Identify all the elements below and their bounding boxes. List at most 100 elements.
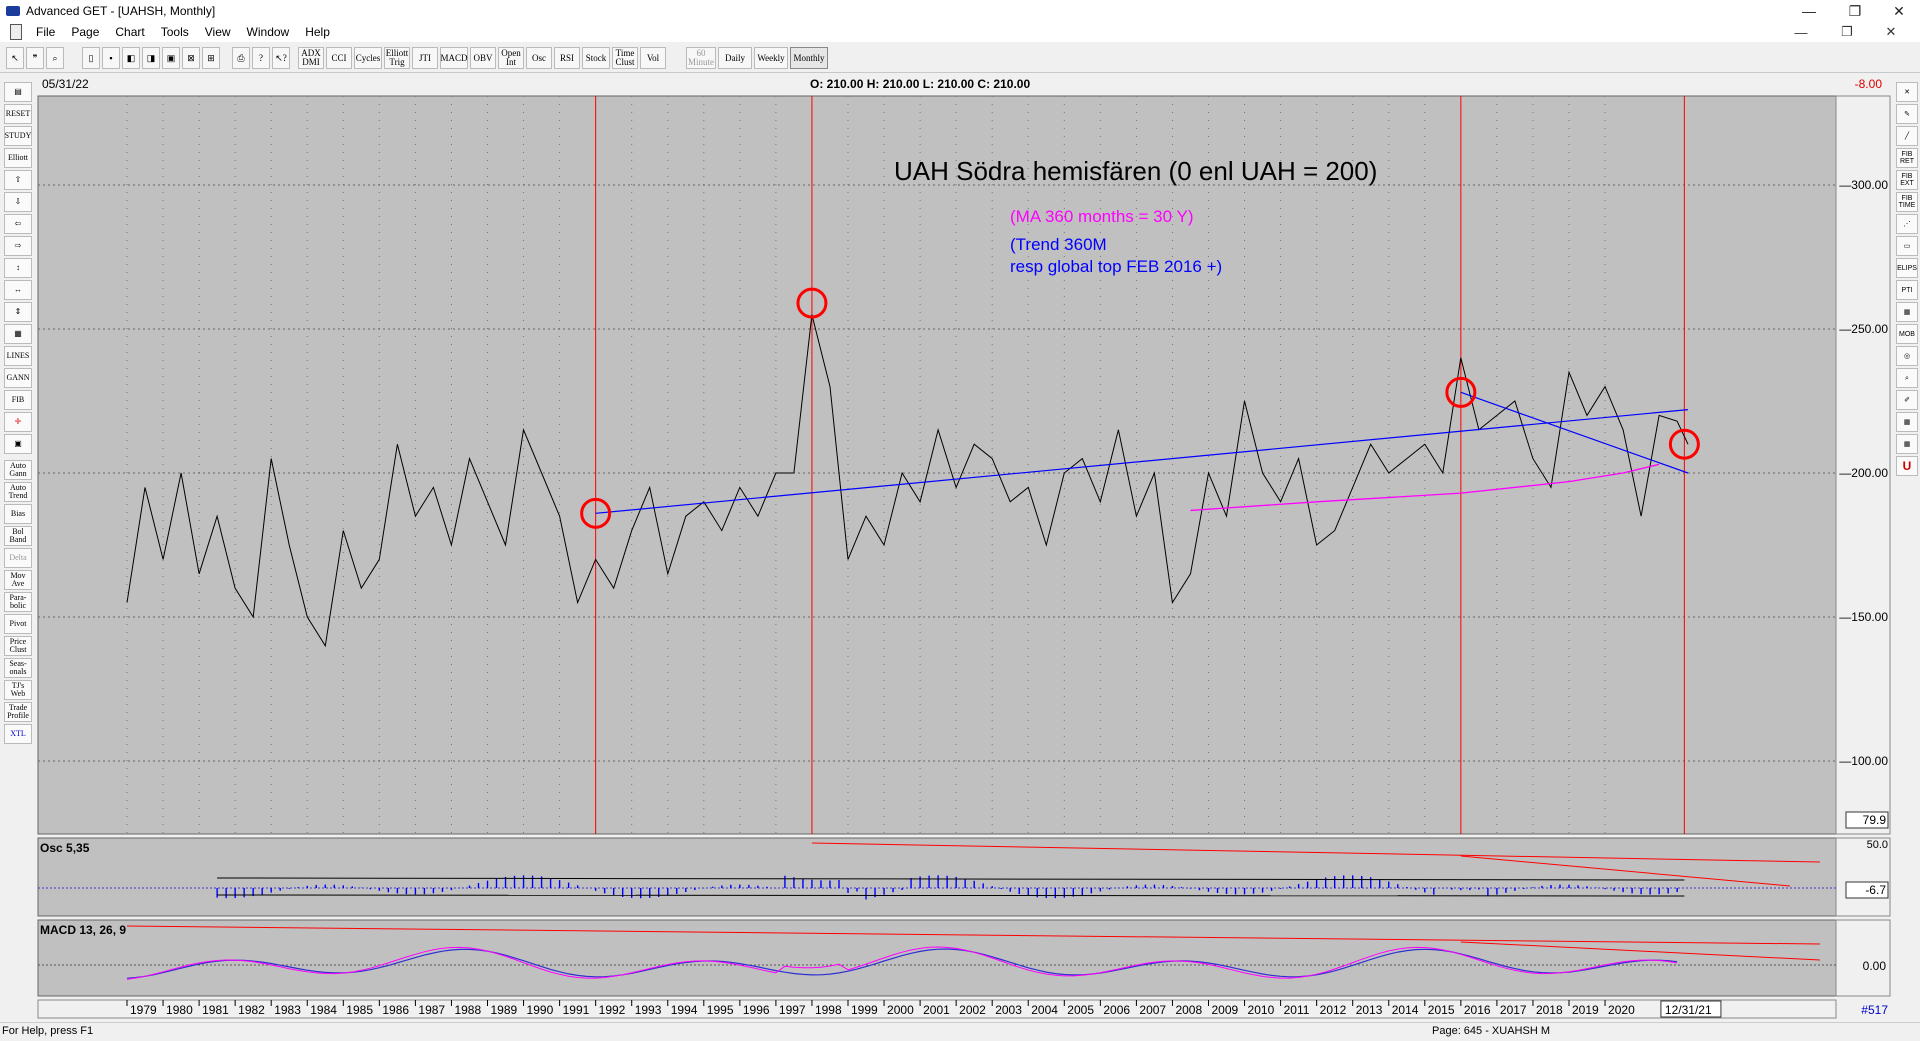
menu-tools[interactable]: Tools [160,25,189,39]
fan-icon[interactable]: ⋰ [1896,214,1918,234]
date-tick-label: 1995 [707,1003,734,1017]
quote-tool-icon[interactable]: ❞ [26,47,44,69]
tool-xtl[interactable]: XTL [4,724,32,744]
menu-page[interactable]: Page [71,25,100,39]
interval-60-minute[interactable]: 60 Minute [686,47,716,69]
tool-price-clust[interactable]: Price Clust [4,636,32,656]
arrow-right-icon[interactable]: ⇨ [4,236,32,256]
crosshair-icon[interactable]: ✛ [4,412,32,432]
tool-bias[interactable]: Bias [4,504,32,524]
indicator-stock[interactable]: Stock [582,47,610,69]
grid-small-icon[interactable]: ▦ [1896,412,1918,432]
pencil-icon[interactable]: ✎ [1896,104,1918,124]
tool-pivot[interactable]: Pivot [4,614,32,634]
close-tool-icon[interactable]: ✕ [1896,82,1918,102]
indicator-rsi[interactable]: RSI [554,47,580,69]
indicator-cycles[interactable]: Cycles [354,47,382,69]
indicator-cci[interactable]: CCI [326,47,352,69]
pti-button[interactable]: PTI [1896,280,1918,300]
fib-time-button[interactable]: FIB TIME [1896,192,1918,212]
indicator-adx-dmi[interactable]: ADX DMI [298,47,324,69]
tool-tjs-web[interactable]: TJ's Web [4,680,32,700]
mob-button[interactable]: MOB [1896,324,1918,344]
elips-button[interactable]: ELIPS [1896,258,1918,278]
tool-study[interactable]: STUDY [4,126,32,146]
toolbar: ↖ ❞ ⌕ ▯ ▪ ◧ ◨ ▣ ⊠ ⊞ ⎙ ? ↖? ADX DMI CCI C… [0,44,1920,73]
new-page-icon[interactable]: ▯ [82,47,100,69]
grid-icon[interactable]: ▦ [4,324,32,344]
arrow-left-icon[interactable]: ⇦ [4,214,32,234]
tool-auto-trend[interactable]: Auto Trend [4,482,32,502]
open-chart-icon[interactable]: ▤ [4,82,32,102]
indicator-jti[interactable]: JTI [412,47,438,69]
menu-view[interactable]: View [204,25,231,39]
chart-tool-3-icon[interactable]: ▣ [162,47,180,69]
chart-tool-icon[interactable]: ◧ [122,47,140,69]
print-icon[interactable]: ⎙ [232,47,250,69]
menu-file[interactable]: File [36,25,56,39]
interval-weekly[interactable]: Weekly [754,47,788,69]
help-icon[interactable]: ? [252,47,270,69]
paint-icon[interactable]: ✐ [1896,390,1918,410]
indicator-macd[interactable]: MACD [440,47,468,69]
arrow-up-icon[interactable]: ⇧ [4,170,32,190]
menu-window[interactable]: Window [246,25,290,39]
tool-delta[interactable]: Delta [4,548,32,568]
interval-monthly[interactable]: Monthly [790,47,828,69]
date-tick-label: 1994 [671,1003,698,1017]
minimize-button[interactable]: — [1802,3,1816,19]
table-icon[interactable]: ▦ [1896,302,1918,322]
zoom-icon[interactable]: ⌕ [46,47,64,69]
close-button[interactable]: ✕ [1893,2,1905,19]
save-icon[interactable]: ▪ [102,47,120,69]
menu-chart[interactable]: Chart [115,25,145,39]
mdi-minimize-button[interactable]: — [1794,24,1808,40]
tool-gann[interactable]: GANN [4,368,32,388]
menu-help[interactable]: Help [305,25,330,39]
tool-elliott[interactable]: Elliott [4,148,32,168]
tool-auto-gann[interactable]: Auto Gann [4,460,32,480]
tool-bol-band[interactable]: Bol Band [4,526,32,546]
tool-parabolic[interactable]: Para-bolic [4,592,32,612]
maximize-button[interactable]: ❐ [1848,2,1862,19]
expand-horizontal-icon[interactable]: ↔ [4,280,32,300]
tool-seasonals[interactable]: Seas-onals [4,658,32,678]
tool-mov-ave[interactable]: Mov Ave [4,570,32,590]
rectangle-icon[interactable]: ▭ [1896,236,1918,256]
indicator-open-int[interactable]: Open Int [498,47,524,69]
tool-reset[interactable]: RESET [4,104,32,124]
chart-tool-4-icon[interactable]: ⊠ [182,47,200,69]
date-tick-label: 2001 [923,1003,950,1017]
y-tick-label: —300.00 [1839,178,1888,192]
magnet-icon[interactable]: U [1896,456,1918,476]
magnifier-icon[interactable]: ⌕ [1896,368,1918,388]
indicator-time-clust[interactable]: Time Clust [612,47,638,69]
chart-window-icon[interactable]: ▣ [4,434,32,454]
indicator-elliott-trig[interactable]: Elliott Trig [384,47,410,69]
fib-ext-button[interactable]: FIB EXT [1896,170,1918,190]
indicator-obv[interactable]: OBV [470,47,496,69]
mdi-restore-button[interactable]: ❐ [1841,24,1853,39]
pointer-tool-icon[interactable]: ↖ [6,47,24,69]
context-help-icon[interactable]: ↖? [272,47,290,69]
arrow-down-icon[interactable]: ⇩ [4,192,32,212]
document-icon[interactable] [10,24,22,40]
grid-small-2-icon[interactable]: ▦ [1896,434,1918,454]
tool-fib[interactable]: FIB [4,390,32,410]
indicator-vol[interactable]: Vol [640,47,666,69]
line-tool-icon[interactable]: ╱ [1896,126,1918,146]
indicator-osc[interactable]: Osc [526,47,552,69]
compress-bars-icon[interactable]: ↕ [4,258,32,278]
target-icon[interactable]: ◎ [1896,346,1918,366]
y-tick-label: —150.00 [1839,610,1888,624]
mdi-close-button[interactable]: ✕ [1885,24,1897,39]
annotation-ma: (MA 360 months = 30 Y) [1010,207,1193,226]
chart-tool-5-icon[interactable]: ⊞ [202,47,220,69]
tool-trade-profile[interactable]: Trade Profile [4,702,32,722]
chart-tool-2-icon[interactable]: ◨ [142,47,160,69]
tool-lines[interactable]: LINES [4,346,32,366]
expand-vertical-icon[interactable]: ⇕ [4,302,32,322]
interval-daily[interactable]: Daily [718,47,752,69]
fib-ret-button[interactable]: FIB RET [1896,148,1918,168]
